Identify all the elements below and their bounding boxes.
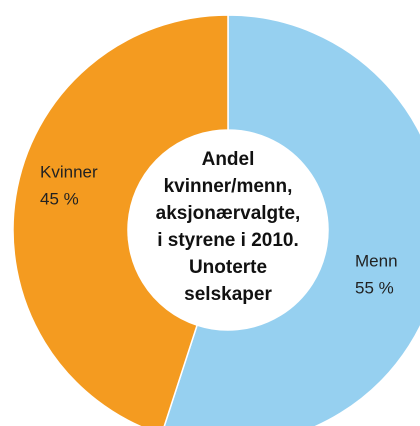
donut-slice bbox=[12, 14, 229, 426]
chart-title: i styrene i 2010. bbox=[157, 230, 299, 251]
chart-title: aksjonærvalgte, bbox=[156, 203, 301, 224]
slice-label: Menn bbox=[355, 251, 398, 270]
slice-value-label: 55 % bbox=[355, 278, 394, 297]
chart-title: selskaper bbox=[184, 284, 272, 305]
slice-value-label: 45 % bbox=[40, 189, 79, 208]
chart-title: Andel bbox=[202, 149, 255, 170]
chart-title: Unoterte bbox=[189, 257, 267, 278]
chart-title: kvinner/menn, bbox=[164, 176, 293, 197]
slice-label: Kvinner bbox=[40, 162, 98, 181]
